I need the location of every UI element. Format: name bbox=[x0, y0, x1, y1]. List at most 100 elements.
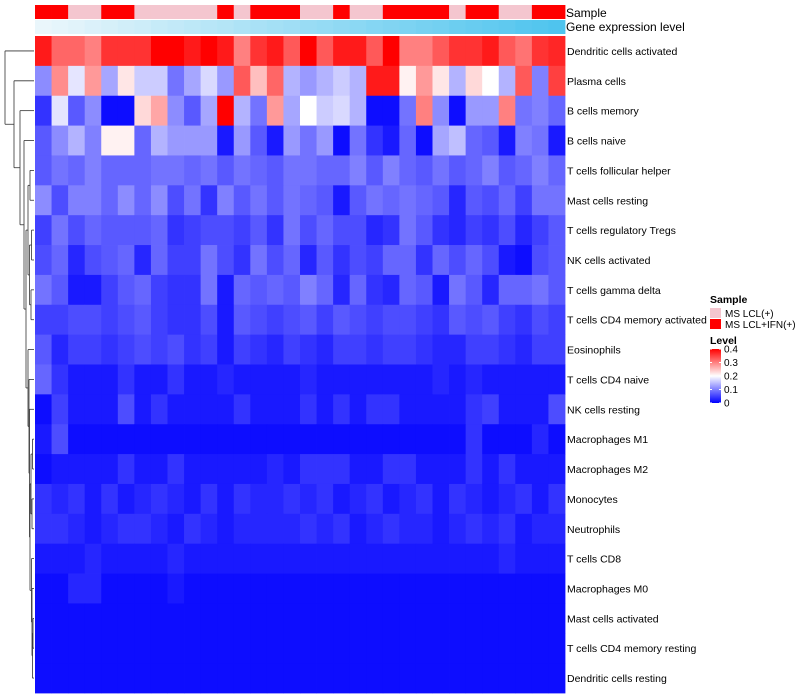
heatmap-cell bbox=[84, 36, 102, 67]
heatmap-cell bbox=[300, 364, 317, 395]
heatmap-cell bbox=[150, 424, 168, 455]
heatmap-cell bbox=[167, 454, 185, 485]
heatmap-cell bbox=[349, 215, 367, 246]
gene-expression-annotation-cell bbox=[233, 20, 251, 34]
heatmap-cell bbox=[498, 274, 516, 306]
heatmap-cell bbox=[498, 65, 516, 97]
gene-expression-annotation-cell bbox=[482, 20, 500, 34]
heatmap-cell bbox=[266, 185, 284, 216]
heatmap-cell bbox=[250, 663, 268, 694]
heatmap-cell bbox=[333, 245, 351, 276]
heatmap-cell bbox=[167, 155, 185, 186]
heatmap-cell bbox=[51, 95, 69, 126]
heatmap-cell bbox=[101, 573, 119, 604]
annotation-label-sample: Sample bbox=[566, 6, 607, 20]
heatmap-cell bbox=[283, 483, 301, 515]
heatmap-cell bbox=[548, 424, 566, 455]
heatmap-cell bbox=[184, 364, 202, 395]
heatmap-cell bbox=[217, 245, 235, 276]
heatmap-cell bbox=[333, 394, 351, 425]
heatmap-cell bbox=[35, 573, 52, 604]
heatmap-cell bbox=[366, 394, 384, 425]
row-label: T cells CD4 memory resting bbox=[567, 643, 696, 655]
sample-annotation-cell bbox=[482, 5, 500, 19]
heatmap-cell bbox=[531, 394, 549, 425]
heatmap-cell bbox=[482, 364, 500, 395]
heatmap-cell bbox=[117, 454, 135, 485]
heatmap-cell bbox=[150, 663, 168, 694]
heatmap-cell bbox=[283, 633, 301, 664]
heatmap-cell bbox=[266, 215, 284, 246]
row-label: Mast cells resting bbox=[567, 195, 648, 207]
heatmap-cell bbox=[449, 155, 467, 186]
heatmap-cell bbox=[415, 155, 433, 186]
heatmap-cell bbox=[68, 155, 86, 186]
heatmap-cell bbox=[498, 633, 516, 664]
heatmap-cell bbox=[84, 364, 102, 395]
heatmap-cell bbox=[449, 633, 467, 664]
heatmap-cell bbox=[432, 304, 450, 336]
gene-expression-annotation-cell bbox=[349, 20, 367, 34]
sample-annotation-cell bbox=[200, 5, 218, 19]
heatmap-cell bbox=[515, 603, 533, 634]
heatmap-cell bbox=[449, 663, 467, 694]
gene-expression-annotation-cell bbox=[399, 20, 417, 34]
heatmap-cell bbox=[184, 65, 202, 97]
heatmap-cell bbox=[167, 513, 185, 545]
heatmap-cell bbox=[134, 483, 152, 515]
heatmap-cell bbox=[250, 65, 268, 97]
heatmap-cell bbox=[283, 394, 301, 425]
sample-annotation-cell bbox=[399, 5, 417, 19]
gene-expression-annotation-cell bbox=[415, 20, 433, 34]
heatmap-cell bbox=[250, 633, 268, 664]
heatmap-cell bbox=[35, 304, 52, 336]
heatmap-cell bbox=[217, 334, 235, 365]
heatmap-cell bbox=[184, 424, 202, 455]
heatmap-cell bbox=[316, 364, 334, 395]
heatmap-cell bbox=[84, 125, 102, 156]
heatmap-cell bbox=[415, 454, 433, 485]
heatmap-cell bbox=[548, 95, 566, 126]
legend-level-tick-label: 0 bbox=[724, 399, 730, 410]
heatmap-cell bbox=[300, 274, 317, 306]
heatmap-cell bbox=[515, 125, 533, 156]
heatmap-cell bbox=[465, 36, 483, 67]
heatmap-cell bbox=[217, 573, 235, 604]
heatmap-cell bbox=[250, 513, 268, 545]
sample-annotation-cell bbox=[217, 5, 235, 19]
heatmap-cell bbox=[283, 36, 301, 67]
heatmap-cell bbox=[515, 633, 533, 664]
legend-level-tick-label: 0.2 bbox=[724, 372, 738, 383]
heatmap-cell bbox=[84, 334, 102, 365]
sample-annotation-cell bbox=[68, 5, 86, 19]
heatmap-cell bbox=[333, 483, 351, 515]
heatmap-cell bbox=[432, 424, 450, 455]
heatmap-cell bbox=[498, 304, 516, 336]
heatmap-cell bbox=[134, 633, 152, 664]
heatmap-cell bbox=[101, 603, 119, 634]
row-label: T cells follicular helper bbox=[567, 165, 671, 177]
heatmap-cell bbox=[399, 185, 417, 216]
heatmap-cell bbox=[382, 663, 400, 694]
annotation-label-gene-expression: Gene expression level bbox=[566, 20, 685, 34]
heatmap-cell bbox=[117, 424, 135, 455]
heatmap-cell bbox=[150, 573, 168, 604]
row-label: Monocytes bbox=[567, 494, 618, 506]
heatmap-cell bbox=[300, 125, 317, 156]
heatmap-cell bbox=[68, 95, 86, 126]
sample-annotation-cell bbox=[349, 5, 367, 19]
heatmap-cell bbox=[449, 245, 467, 276]
heatmap-cell bbox=[382, 334, 400, 365]
sample-annotation-cell bbox=[316, 5, 334, 19]
heatmap-cell bbox=[233, 334, 251, 365]
heatmap-cell bbox=[184, 95, 202, 126]
heatmap-cell bbox=[300, 65, 317, 97]
gene-expression-annotation-cell bbox=[465, 20, 483, 34]
heatmap-cell bbox=[449, 603, 467, 634]
heatmap-cell bbox=[515, 95, 533, 126]
heatmap-cell bbox=[548, 334, 566, 365]
heatmap-cell bbox=[150, 95, 168, 126]
heatmap-cell bbox=[300, 394, 317, 425]
heatmap-cell bbox=[366, 603, 384, 634]
